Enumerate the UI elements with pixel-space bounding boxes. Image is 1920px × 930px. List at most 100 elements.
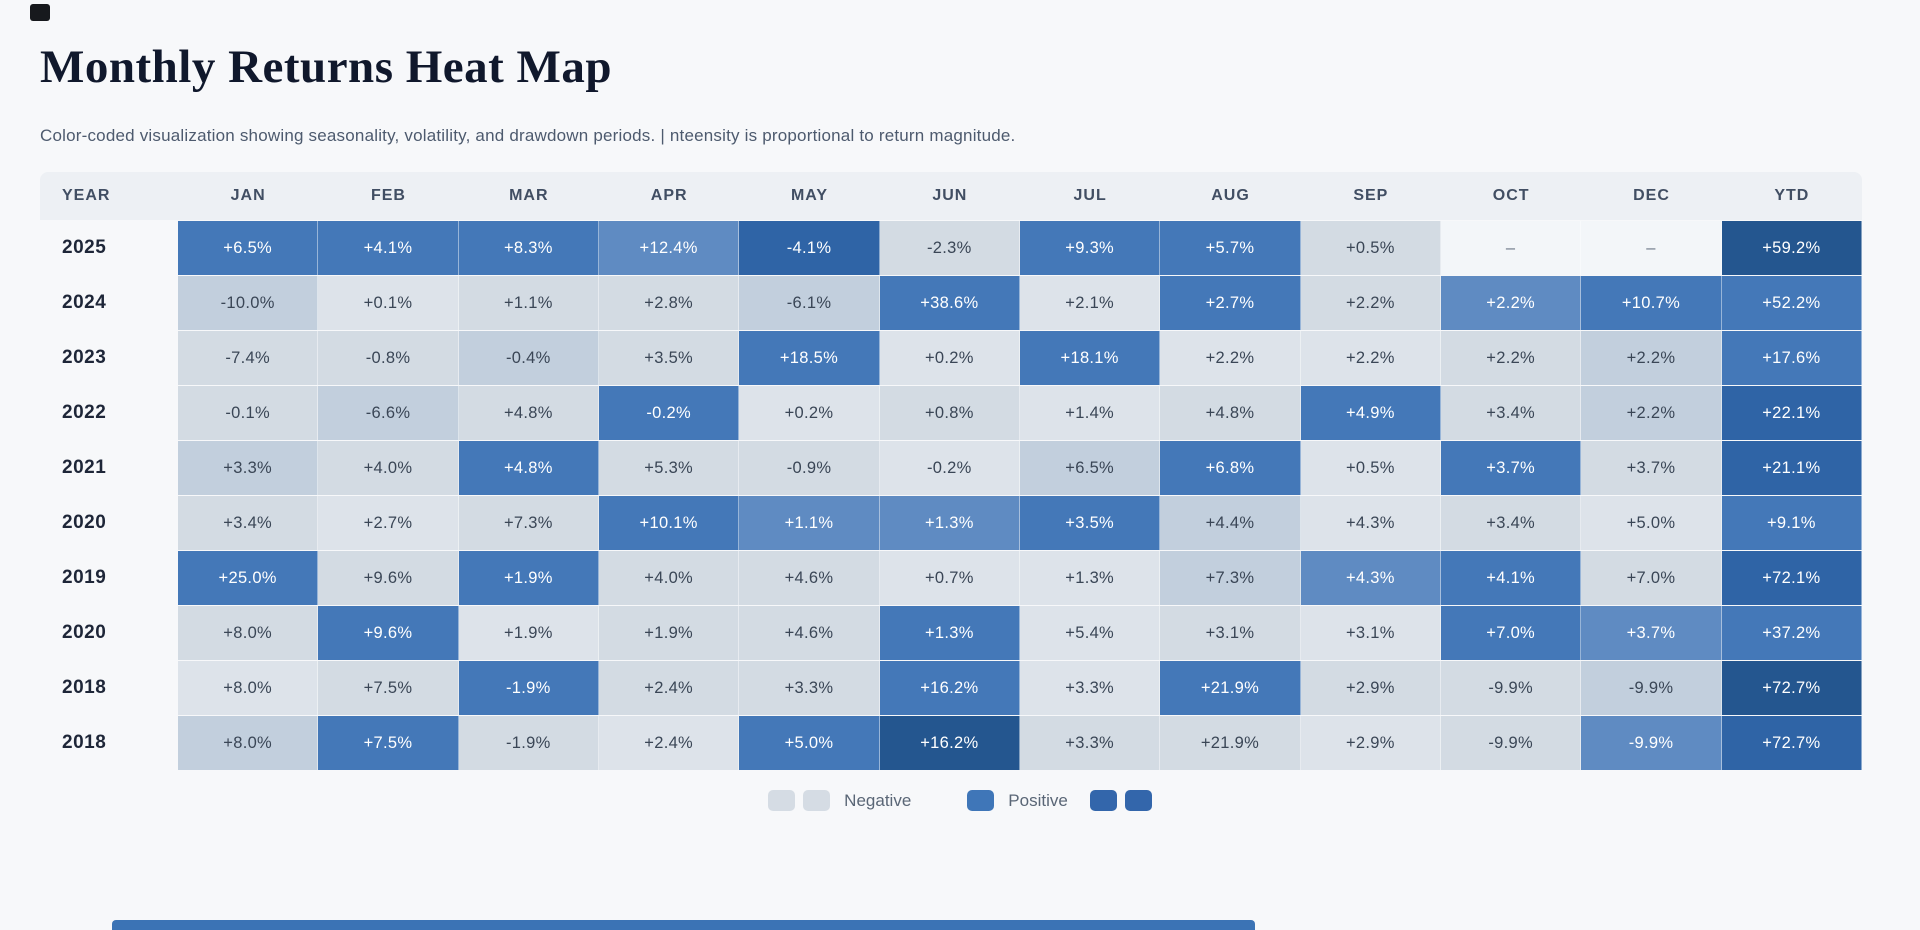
year-cell: 2023 bbox=[62, 347, 107, 368]
heatmap-cell: +1.1% bbox=[739, 496, 880, 550]
page-title: Monthly Returns Heat Map bbox=[40, 41, 613, 93]
heatmap-cell: +3.3% bbox=[739, 661, 880, 715]
heatmap-cell: +3.7% bbox=[1581, 606, 1722, 660]
table-row: 2018 +8.0% +7.5% -1.9% +2.4% +5.0% +16.2% +3.3%… bbox=[40, 716, 1862, 770]
heatmap-cell: +1.3% bbox=[1019, 551, 1161, 605]
heatmap-cell: -4.1% bbox=[739, 221, 880, 275]
heatmap-cell: +7.0% bbox=[1440, 606, 1582, 660]
heatmap-cell: +9.3% bbox=[1019, 221, 1161, 275]
heatmap-cell: -6.6% bbox=[318, 386, 459, 440]
year-cell: 2025 bbox=[62, 237, 107, 258]
heatmap-cell: +6.5% bbox=[178, 221, 319, 275]
heatmap-cell: +7.0% bbox=[1581, 551, 1722, 605]
legend-positive-label: Positive bbox=[1008, 790, 1068, 810]
heatmap-cell: -9.9% bbox=[1440, 716, 1582, 770]
table-row: 2020 +8.0% +9.6% +1.9% +1.9% +4.6% +1.3% +5.4% +… bbox=[40, 606, 1862, 660]
heatmap-cell: +4.8% bbox=[458, 441, 599, 495]
heatmap-cell: +9.6% bbox=[318, 551, 459, 605]
heatmap-cell: +25.0% bbox=[178, 551, 319, 605]
heatmap-cell: +2.7% bbox=[1160, 276, 1301, 330]
heatmap-cell: +18.5% bbox=[739, 331, 880, 385]
heatmap-cell: -0.1% bbox=[178, 386, 319, 440]
column-header-may: MAY bbox=[739, 172, 880, 220]
heatmap-cell: -6.1% bbox=[739, 276, 880, 330]
heatmap-cell: +4.1% bbox=[318, 221, 459, 275]
heatmap-cell: -2.3% bbox=[879, 221, 1020, 275]
heatmap-cell: +4.6% bbox=[739, 606, 880, 660]
heatmap-cell: +7.3% bbox=[458, 496, 599, 550]
heatmap-cell: +5.0% bbox=[1581, 496, 1722, 550]
heatmap-cell: +2.2% bbox=[1440, 276, 1582, 330]
heatmap-cell: -1.9% bbox=[458, 661, 599, 715]
heatmap-cell: +10.7% bbox=[1581, 276, 1722, 330]
column-header-jun: JUN bbox=[879, 172, 1020, 220]
heatmap-cell: +3.3% bbox=[178, 441, 319, 495]
heatmap-cell: +2.8% bbox=[598, 276, 740, 330]
year-cell: 2018 bbox=[62, 732, 107, 753]
heatmap-cell: +0.8% bbox=[879, 386, 1020, 440]
heatmap-cell: – bbox=[1440, 221, 1582, 275]
heatmap-cell: +4.4% bbox=[1160, 496, 1301, 550]
heatmap-cell: +4.6% bbox=[739, 551, 880, 605]
heatmap-cell: +52.2% bbox=[1721, 276, 1862, 330]
heatmap-cell: -1.9% bbox=[458, 716, 599, 770]
heatmap-cell: – bbox=[1581, 221, 1722, 275]
window-dot-icon bbox=[30, 4, 50, 21]
column-header-jan: JAN bbox=[178, 172, 319, 220]
heatmap-cell: +4.0% bbox=[318, 441, 459, 495]
heatmap-cell: -9.9% bbox=[1440, 661, 1582, 715]
heatmap-cell: +72.7% bbox=[1721, 716, 1862, 770]
table-row: 2020 +3.4% +2.7% +7.3% +10.1% +1.1% +1.3% +3.5%… bbox=[40, 496, 1862, 550]
positive-swatch-icon bbox=[1089, 790, 1117, 811]
heatmap-cell: +3.1% bbox=[1300, 606, 1441, 660]
heatmap-cell: +2.4% bbox=[598, 716, 740, 770]
heatmap-cell: +2.9% bbox=[1300, 716, 1441, 770]
heatmap-cell: +3.7% bbox=[1581, 441, 1722, 495]
heatmap-cell: +16.2% bbox=[879, 661, 1020, 715]
table-row: 2025 +6.5% +4.1% +8.3% +12.4% -4.1% -2.3% +9.3%… bbox=[40, 221, 1862, 275]
positive-swatch-icon bbox=[1124, 790, 1152, 811]
heatmap-cell: +4.1% bbox=[1440, 551, 1582, 605]
column-header-dec: DEC bbox=[1581, 172, 1722, 220]
column-header-year: YEAR bbox=[40, 172, 178, 220]
legend-negative-label: Negative bbox=[844, 790, 912, 810]
year-cell: 2019 bbox=[62, 567, 107, 588]
table-row: 2023 -7.4% -0.8% -0.4% +3.5% +18.5% +0.2% +18.1… bbox=[40, 331, 1862, 385]
heatmap-cell: +2.2% bbox=[1581, 331, 1722, 385]
column-header-oct: OCT bbox=[1440, 172, 1582, 220]
heatmap-cell: +7.5% bbox=[318, 716, 459, 770]
heatmap-cell: +4.0% bbox=[598, 551, 740, 605]
heatmap-cell: +6.8% bbox=[1160, 441, 1301, 495]
column-header-aug: AUG bbox=[1160, 172, 1301, 220]
heatmap-cell: +21.9% bbox=[1160, 716, 1301, 770]
heatmap-cell: +3.5% bbox=[598, 331, 740, 385]
heatmap-cell: +0.2% bbox=[879, 331, 1020, 385]
heatmap-cell: +2.2% bbox=[1300, 331, 1441, 385]
page: Monthly Returns Heat Map Color-coded vis… bbox=[30, 4, 1862, 811]
heatmap-cell: +38.6% bbox=[879, 276, 1020, 330]
table-row: 2022 -0.1% -6.6% +4.8% -0.2% +0.2% +0.8% +1.4% +… bbox=[40, 386, 1862, 440]
heatmap-cell: +2.2% bbox=[1440, 331, 1582, 385]
heatmap-cell: +6.5% bbox=[1019, 441, 1161, 495]
heatmap-cell: +7.5% bbox=[318, 661, 459, 715]
heatmap-cell: +3.5% bbox=[1019, 496, 1161, 550]
heatmap-cell: +72.7% bbox=[1721, 661, 1862, 715]
heatmap-cell: +1.3% bbox=[879, 496, 1020, 550]
column-header-sep: SEP bbox=[1300, 172, 1441, 220]
heatmap-cell: +3.7% bbox=[1440, 441, 1582, 495]
heatmap-cell: +8.0% bbox=[178, 716, 319, 770]
heatmap-cell: +2.2% bbox=[1581, 386, 1722, 440]
heatmap-cell: +18.1% bbox=[1019, 331, 1161, 385]
heatmap-cell: +0.5% bbox=[1300, 221, 1441, 275]
heatmap-cell: -0.9% bbox=[739, 441, 880, 495]
heatmap-cell: +5.0% bbox=[739, 716, 880, 770]
heatmap-cell: +3.4% bbox=[1440, 386, 1582, 440]
table-row: 2021 +3.3% +4.0% +4.8% +5.3% -0.9% -0.2% +6.5% +… bbox=[40, 441, 1862, 495]
year-cell: 2024 bbox=[62, 292, 107, 313]
heatmap-cell: +9.6% bbox=[318, 606, 459, 660]
heatmap-cell: -10.0% bbox=[178, 276, 319, 330]
heatmap-cell: +59.2% bbox=[1721, 221, 1862, 275]
column-header-jul: JUL bbox=[1019, 172, 1161, 220]
heatmap-cell: +22.1% bbox=[1721, 386, 1862, 440]
heatmap-cell: +4.8% bbox=[1160, 386, 1301, 440]
